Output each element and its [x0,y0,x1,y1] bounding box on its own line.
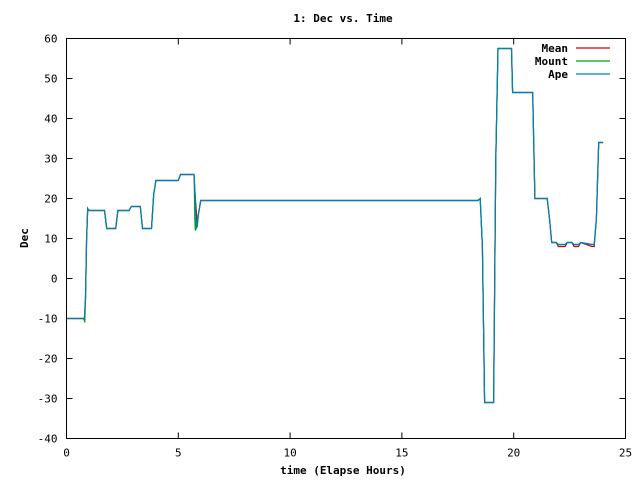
axis-ticks: -40 -30 -20 -10 0 10 20 30 40 50 60 0 5 10 15 20 25 [38,33,633,460]
y-tick-label: 10 [44,233,57,246]
chart-title: 1: Dec vs. Time [293,12,393,25]
y-tick-label: 20 [44,193,57,206]
x-tick-label: 25 [619,447,632,460]
y-tick-label: -20 [38,353,58,366]
legend-label-mean: Mean [542,42,569,55]
x-tick-label: 5 [175,447,182,460]
y-tick-label: 40 [44,113,57,126]
y-tick-label: 30 [44,153,57,166]
series-line-mean [66,47,604,404]
y-tick-label: 0 [51,273,58,286]
x-axis-label: time (Elapse Hours) [280,464,406,477]
y-tick-label: -30 [38,393,58,406]
y-tick-label: 60 [44,33,57,46]
x-tick-label: 20 [507,447,520,460]
x-tick-label: 15 [395,447,408,460]
y-tick-label: 50 [44,73,57,86]
series-line-ape [66,47,604,404]
x-tick-label: 10 [283,447,296,460]
x-tick-label: 0 [63,447,70,460]
y-axis-label: Dec [18,228,31,248]
legend-label-mount: Mount [535,55,568,68]
series-lines [66,47,604,404]
series-line-mount [66,47,604,404]
y-tick-label: -40 [38,433,58,446]
plot-frame [66,38,626,439]
y-tick-label: -10 [38,313,58,326]
legend-label-ape: Ape [548,68,568,81]
